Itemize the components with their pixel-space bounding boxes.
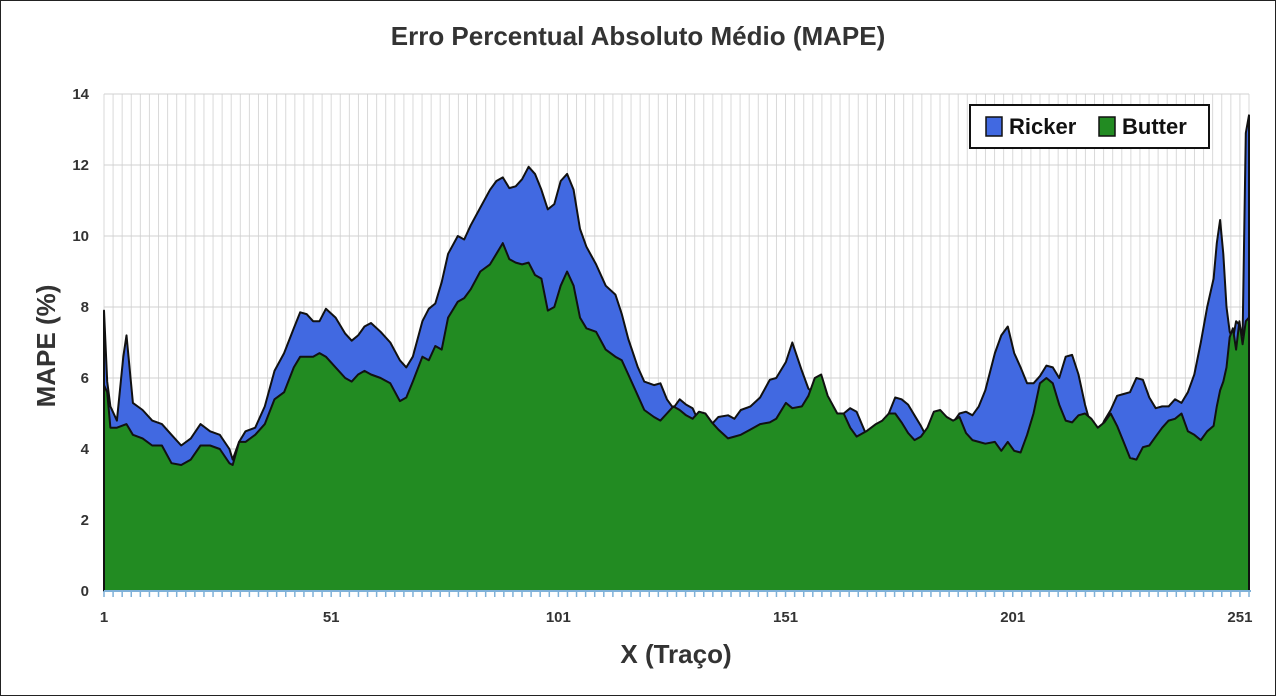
legend-box	[969, 104, 1210, 149]
y-tick-label: 0	[81, 583, 89, 600]
x-tick-label: 201	[1000, 609, 1025, 626]
series-area-butter	[103, 242, 1250, 592]
y-tick-label: 2	[81, 512, 89, 529]
y-tick-label: 4	[81, 441, 90, 458]
legend-swatch-butter	[1098, 116, 1116, 137]
chart-title: Erro Percentual Absoluto Médio (MAPE)	[391, 21, 886, 51]
legend-swatch-ricker	[985, 116, 1003, 137]
x-axis-label: X (Traço)	[620, 639, 731, 669]
x-tick-label: 51	[323, 609, 340, 626]
x-tick-label: 101	[546, 609, 571, 626]
legend: Ricker Butter	[969, 104, 1210, 149]
legend-label-ricker: Ricker	[1009, 114, 1077, 139]
y-tick-label: 8	[81, 299, 89, 316]
y-tick-label: 10	[72, 228, 89, 245]
y-tick-label: 14	[72, 86, 89, 103]
legend-label-butter: Butter	[1122, 114, 1187, 139]
y-axis-label: MAPE (%)	[31, 285, 61, 408]
series-areas	[103, 114, 1250, 592]
x-tick-label: 151	[773, 609, 798, 626]
x-tick-label: 1	[100, 609, 108, 626]
axes	[103, 590, 1251, 597]
y-tick-label: 6	[81, 370, 89, 387]
y-tick-label: 12	[72, 157, 89, 174]
x-tick-label: 251	[1227, 609, 1252, 626]
